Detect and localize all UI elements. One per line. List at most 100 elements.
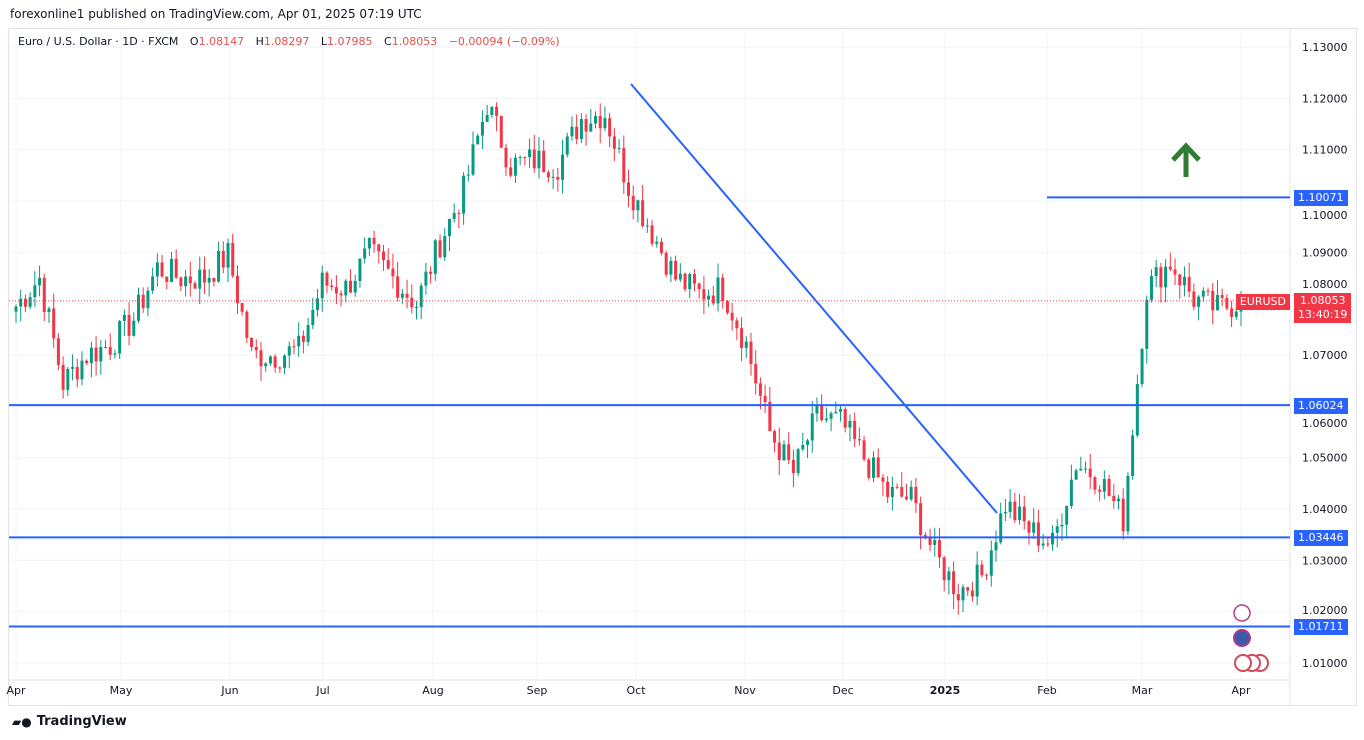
candle-body — [509, 167, 513, 176]
candle-body — [801, 444, 805, 450]
tradingview-logo[interactable]: ▰● TradingView — [12, 714, 127, 729]
candle-body — [382, 251, 385, 261]
y-tick-label: 1.01000 — [1302, 657, 1348, 670]
candle-body — [38, 277, 42, 286]
candle-body — [1173, 269, 1177, 275]
candle-body — [1135, 384, 1139, 436]
open-label: O — [189, 35, 199, 48]
x-tick-label: Mar — [1132, 684, 1153, 697]
candle-body — [429, 271, 433, 274]
candle-body — [132, 320, 136, 336]
candle-body — [264, 363, 268, 367]
candle-body — [777, 442, 781, 461]
candle-body — [999, 513, 1003, 543]
publisher-caption: forexonline1 published on TradingView.co… — [10, 7, 422, 21]
candle-body — [763, 395, 767, 403]
candle-body — [834, 411, 838, 414]
candle-body — [1022, 506, 1026, 522]
candle-body — [1098, 489, 1102, 492]
candle-body — [754, 364, 758, 384]
candle-body — [669, 260, 673, 275]
candle-body — [556, 176, 560, 180]
x-tick-label: Jul — [315, 684, 329, 697]
candle-body — [1117, 498, 1120, 502]
up-arrow-icon — [1171, 142, 1201, 177]
x-tick-label: Aug — [422, 684, 443, 697]
candle-body — [240, 303, 244, 312]
candle-body — [1008, 501, 1012, 513]
candle-body — [561, 154, 565, 180]
chart-pane[interactable] — [8, 28, 1357, 706]
y-tick-label: 1.11000 — [1302, 144, 1348, 157]
low-label: L — [320, 35, 328, 48]
candle-body — [250, 337, 254, 348]
candle-body — [975, 564, 979, 597]
candle-body — [1079, 468, 1083, 471]
candle-body — [641, 200, 645, 227]
candle-body — [1126, 475, 1130, 532]
candle-body — [396, 276, 400, 298]
candle-body — [1178, 274, 1182, 286]
candle-body — [452, 213, 456, 219]
candle-body — [301, 335, 305, 342]
candle-body — [1018, 506, 1022, 521]
candle-body — [1164, 266, 1168, 288]
y-tick-label: 1.04000 — [1302, 503, 1348, 516]
candle-body — [141, 294, 145, 309]
candle-body — [490, 106, 494, 116]
candle-body — [1084, 468, 1088, 470]
candle-body — [674, 260, 678, 280]
candle-body — [1102, 478, 1106, 492]
candle-body — [438, 240, 442, 258]
y-tick-label: 1.08000 — [1302, 278, 1348, 291]
downtrend-line — [630, 83, 998, 514]
candle-body — [410, 297, 414, 308]
candle-body — [311, 309, 315, 326]
candle-body — [292, 346, 296, 348]
candle-body — [245, 311, 249, 338]
candle-body — [791, 459, 795, 474]
candle-body — [1112, 495, 1116, 502]
y-tick-label: 1.09000 — [1302, 246, 1348, 259]
candle-body — [1168, 266, 1172, 270]
candle-body — [217, 250, 221, 282]
candle-body — [443, 236, 447, 258]
candle-body — [1201, 290, 1205, 297]
candle-body — [824, 418, 828, 421]
candle-body — [80, 360, 84, 380]
x-tick-label: Oct — [626, 684, 646, 697]
x-tick-label: Nov — [734, 684, 756, 697]
candle-body — [221, 250, 225, 268]
candle-body — [683, 273, 687, 290]
candle-body — [184, 276, 188, 287]
candle-body — [678, 273, 682, 280]
candle-body — [113, 353, 117, 355]
candle-body — [565, 136, 569, 155]
candle-body — [692, 273, 696, 284]
candle-body — [985, 575, 989, 577]
candle-body — [151, 276, 155, 291]
candle-body — [1107, 478, 1111, 496]
candle-body — [447, 218, 451, 237]
candle-body — [843, 408, 847, 428]
candle-body — [344, 280, 348, 296]
candle-body — [202, 269, 206, 283]
candle-body — [19, 298, 23, 307]
candle-body — [721, 277, 725, 302]
candle-body — [419, 285, 423, 307]
candle-body — [160, 262, 164, 277]
candle-body — [1234, 311, 1238, 317]
candle-body — [1149, 276, 1153, 300]
candle-body — [584, 119, 588, 132]
candle-body — [966, 587, 970, 591]
candle-body — [1206, 290, 1210, 292]
candle-body — [155, 262, 159, 277]
candle-body — [462, 175, 466, 214]
candle-body — [99, 346, 103, 362]
candle-body — [174, 258, 178, 278]
x-tick-label: Sep — [527, 684, 548, 697]
candle-body — [636, 200, 640, 211]
candle-body — [617, 147, 621, 149]
change-value: −0.00094 (−0.09%) — [448, 35, 560, 48]
